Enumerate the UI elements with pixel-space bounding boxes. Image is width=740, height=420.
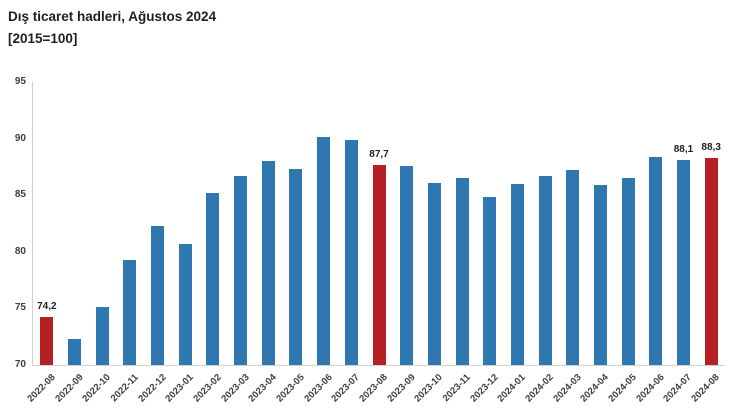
bar-2023-02 <box>206 192 220 365</box>
bar-2023-07 <box>344 139 358 365</box>
bar-2023-09 <box>400 165 414 365</box>
bar-2024-01 <box>510 183 524 365</box>
bar-2024-04 <box>593 185 607 365</box>
data-label-2023-08: 87,7 <box>369 148 389 160</box>
bar-2022-10 <box>95 307 109 365</box>
data-label-2024-08: 88,3 <box>701 141 721 153</box>
bar-2024-07 <box>676 160 690 365</box>
bar-2023-06 <box>317 137 331 365</box>
x-axis-labels: 2022-08 2022-09 2022-10 2022-11 2022-12 2023-… <box>25 369 724 420</box>
bar-2023-12 <box>483 197 497 365</box>
bar-2022-11 <box>123 259 137 365</box>
bar-2024-08 <box>704 157 718 365</box>
y-tick-label-70: 70 <box>14 359 26 370</box>
bar-2024-05 <box>621 178 635 365</box>
bar-2023-11 <box>455 178 469 365</box>
bar-2023-10 <box>427 182 441 365</box>
bar-2024-06 <box>649 156 663 365</box>
bar-2024-02 <box>538 175 552 365</box>
bar-2023-04 <box>261 161 275 365</box>
data-label-2022-08: 74,2 <box>37 301 57 313</box>
y-tick-label-80: 80 <box>14 245 26 257</box>
bar-2022-08 <box>40 317 54 365</box>
y-tick-label-85: 85 <box>14 189 26 201</box>
bar-2024-03 <box>566 170 580 365</box>
bar-2023-03 <box>234 175 248 365</box>
plot-area: 74,2 87,7 88,1 88,3 <box>32 82 725 366</box>
chart-title-line2: [2015=100] <box>8 30 78 46</box>
chart-title-line1: Dış ticaret hadleri, Ağustos 2024 <box>8 9 217 24</box>
bar-2023-08 <box>372 164 386 365</box>
y-axis-labels: 70 75 80 85 90 95 <box>0 76 28 370</box>
chart-title: Dış ticaret hadleri, Ağustos 2024 [2015=… <box>8 6 216 49</box>
y-tick-label-75: 75 <box>14 302 26 314</box>
bar-2023-01 <box>178 243 192 365</box>
y-tick-label-90: 90 <box>14 132 26 144</box>
bar-2022-09 <box>68 338 82 365</box>
bar-2022-12 <box>151 225 165 365</box>
bar-2023-05 <box>289 169 303 365</box>
data-label-2024-07: 88,1 <box>673 144 694 156</box>
y-tick-label-95: 95 <box>14 76 26 87</box>
